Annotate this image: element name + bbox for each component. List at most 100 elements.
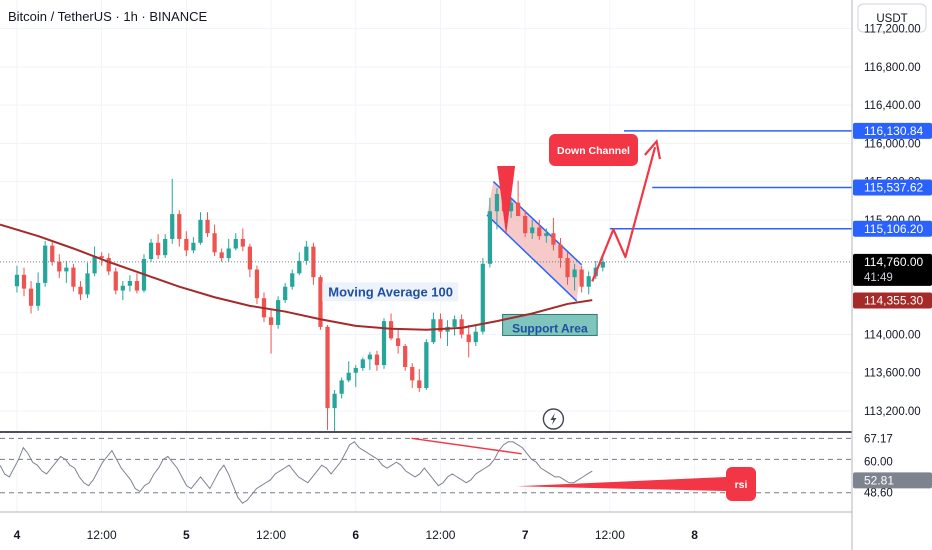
bar-countdown: 41:49 <box>864 272 893 284</box>
price-tick-label: 116,400.00 <box>864 100 921 112</box>
candle-body <box>226 248 231 259</box>
candle <box>360 357 365 371</box>
candle <box>127 275 132 292</box>
candle-body <box>353 367 358 373</box>
candle-body <box>156 242 161 256</box>
candle-body <box>572 269 577 278</box>
price-tick-label: 113,600.00 <box>864 368 921 380</box>
candle <box>396 328 401 354</box>
price-tag <box>853 122 932 139</box>
candle-body <box>205 219 210 234</box>
down-channel-lower-line <box>486 214 578 302</box>
candle-body <box>600 261 605 268</box>
candle <box>452 315 457 336</box>
candle <box>43 240 48 287</box>
candle-body <box>537 227 542 237</box>
time-tick-label: 12:00 <box>425 528 455 542</box>
candle <box>466 324 471 358</box>
candle-body <box>120 285 125 291</box>
price-tick-label: 116,000.00 <box>864 138 921 150</box>
candle-body <box>85 273 90 295</box>
candle <box>424 339 429 390</box>
candle-body <box>247 246 252 270</box>
candle-body <box>50 245 55 262</box>
candle-body <box>551 233 556 245</box>
candle-body <box>177 214 182 239</box>
candle <box>92 246 97 277</box>
candle <box>233 233 238 251</box>
price-tag-label: 115,537.62 <box>864 181 923 195</box>
support-area-label: Support Area <box>512 321 588 335</box>
candle <box>212 224 217 257</box>
rsi-trend-line <box>411 437 522 455</box>
rsi-label: rsi <box>735 479 748 491</box>
candle-body <box>318 277 323 327</box>
price-tick-label: 116,800.00 <box>864 62 921 74</box>
candle-body <box>113 271 118 291</box>
last-price-label: 114,760.00 <box>864 255 923 269</box>
candle-body <box>346 372 351 381</box>
candle <box>156 234 161 260</box>
candle-body <box>92 256 97 274</box>
candle-body <box>508 202 514 212</box>
candle-body <box>219 252 224 259</box>
candle <box>388 313 394 341</box>
candle <box>431 312 436 345</box>
rsi-current-tag <box>853 472 932 489</box>
candle <box>339 377 344 399</box>
candle <box>21 267 27 297</box>
time-axis[interactable]: 4 12:00 5 12:00 6 12:00 7 12:00 8 <box>14 528 699 542</box>
currency-button[interactable] <box>857 3 927 33</box>
price-tag-label: 116,130.84 <box>864 124 923 138</box>
candle-body <box>381 321 387 366</box>
candle <box>276 296 281 329</box>
candle-body <box>339 380 344 394</box>
candle-body <box>452 319 457 327</box>
candle <box>544 228 549 243</box>
candle-body <box>403 345 408 368</box>
candle-body <box>57 261 62 272</box>
candle <box>134 273 140 294</box>
candle <box>120 280 125 301</box>
time-tick-label: 8 <box>691 528 698 542</box>
projection-arrow-head <box>644 138 662 160</box>
candle <box>64 260 69 283</box>
rsi-pane <box>0 437 852 504</box>
time-tick-label: 7 <box>522 528 529 542</box>
candle <box>57 254 62 279</box>
candle <box>417 368 422 392</box>
last-price-tag <box>853 253 932 286</box>
candle <box>530 219 535 239</box>
candle <box>50 240 55 266</box>
candle-body <box>99 256 104 259</box>
candle-body <box>417 380 422 389</box>
candle-body <box>367 354 372 360</box>
candle <box>565 252 570 285</box>
projection-arrow <box>591 146 657 282</box>
candle-body <box>21 274 27 289</box>
price-tick-label: 114,000.00 <box>864 330 921 342</box>
candle-body <box>78 286 83 295</box>
candle <box>205 212 210 238</box>
candle-body <box>170 214 175 239</box>
candle <box>332 389 337 432</box>
rsi-line <box>0 441 593 504</box>
candle-body <box>494 194 500 212</box>
candle <box>163 234 168 259</box>
candle-body <box>523 216 528 234</box>
candle <box>219 248 224 262</box>
candle-body <box>28 288 34 306</box>
candle-body <box>148 242 154 260</box>
price-tick-label: 117,200.00 <box>864 24 921 36</box>
candle <box>600 257 605 272</box>
candle <box>254 265 260 304</box>
candle <box>177 210 182 247</box>
candle <box>28 280 34 314</box>
time-tick-label: 6 <box>352 528 359 542</box>
price-tag-label: 114,355.30 <box>864 294 923 308</box>
candle-body <box>304 246 309 261</box>
currency-label: USDT <box>876 13 907 25</box>
candle <box>78 280 83 301</box>
